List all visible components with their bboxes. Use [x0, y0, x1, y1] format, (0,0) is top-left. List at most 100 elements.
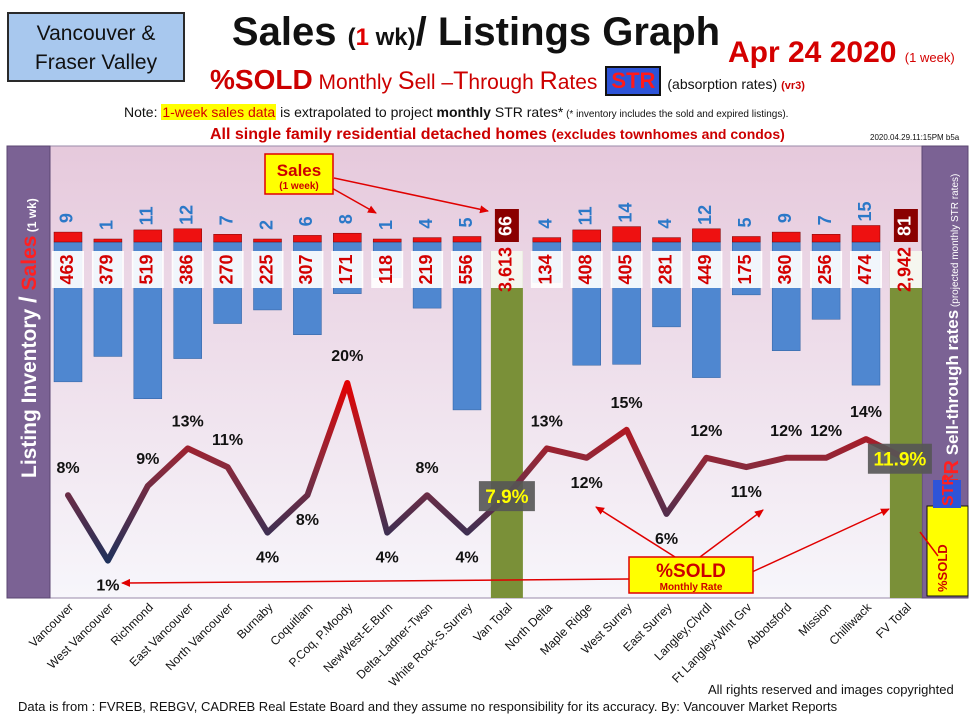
inventory-value-label: 219 — [416, 254, 436, 284]
note-small: (* inventory includes the sold and expir… — [563, 109, 789, 120]
note-mid: is extrapolated to project — [276, 104, 437, 120]
sales-bar — [173, 228, 202, 243]
sales-value-label: 2 — [256, 220, 276, 230]
x-tick-label: Ft Langley-Wlnt Grv — [669, 600, 754, 685]
region-line2: Fraser Valley — [34, 51, 158, 74]
svg-text:STR: STR — [940, 474, 957, 506]
inventory-value-label: 134 — [536, 254, 556, 284]
sales-value-label: 5 — [735, 217, 755, 227]
subtitle-monthly: Monthly — [312, 71, 398, 94]
sales-bar — [53, 231, 83, 243]
inventory-label-bg — [211, 251, 244, 288]
sales-bar — [133, 229, 163, 243]
inventory-value-label: 175 — [735, 254, 755, 284]
sales-value-label: 12 — [695, 205, 715, 225]
sales-bar — [293, 235, 322, 243]
percent-label: 1% — [96, 578, 119, 595]
total-percent-label: 7.9% — [485, 487, 528, 508]
inventory-label-bg — [91, 251, 124, 288]
inventory-value-label: 225 — [256, 254, 276, 284]
inventory-label-bg — [331, 251, 364, 288]
percent-label: 6% — [655, 531, 678, 548]
percent-label: 4% — [376, 550, 399, 567]
inventory-label-bg — [371, 251, 404, 288]
inventory-label-bg — [291, 251, 324, 288]
inventory-label-bg — [770, 251, 803, 288]
timestamp: 2020.04.29.11:15PM b5a — [870, 133, 960, 142]
str-badge: STR — [605, 66, 662, 96]
inventory-value-label: 281 — [655, 254, 675, 284]
inventory-value-label: 379 — [97, 254, 117, 284]
sold-callout: %SOLD Monthly Rate — [121, 506, 939, 594]
labels-layer: 4639379151911386122707225230761718118121… — [52, 201, 932, 595]
total-percent-label: 11.9% — [873, 450, 926, 471]
title-part-listings: / Listings Graph — [415, 10, 721, 54]
inventory-label-bg — [131, 251, 164, 288]
sales-bar — [372, 238, 402, 243]
percent-label: 12% — [690, 423, 722, 440]
sales-value-label: 9 — [57, 213, 77, 223]
sales-bar — [253, 238, 282, 243]
sales-bar — [851, 225, 881, 243]
inventory-label-bg — [690, 251, 723, 288]
inventory-value-label: 3,613 — [496, 247, 516, 292]
sales-bar — [333, 232, 362, 243]
percent-label: 14% — [850, 404, 882, 421]
sales-bar — [771, 231, 801, 243]
percent-label: 12% — [770, 423, 802, 440]
sales-callout: Sales (1 week) — [264, 153, 489, 214]
inventory-bar — [490, 251, 523, 598]
subtitle-str: %SOLD Monthly Sell –Through Rates STR (abs… — [210, 64, 805, 96]
inventory-value-label: 171 — [336, 254, 356, 284]
sales-bar — [572, 229, 601, 243]
sales-value-label: 5 — [456, 217, 476, 227]
sales-value-label: 14 — [615, 203, 635, 223]
side-sold-badge: %SOLD STR — [926, 474, 969, 597]
sales-value-label: 8 — [336, 214, 356, 224]
sales-value-label: 7 — [815, 215, 835, 225]
date-note: (1 week) — [904, 50, 955, 65]
inventory-label-bg — [251, 251, 284, 288]
inventory-value-label: 449 — [695, 254, 715, 284]
percent-label: 12% — [571, 475, 603, 492]
sales-bar — [692, 228, 721, 243]
inventory-label-bg — [171, 251, 204, 288]
inventory-value-label: 270 — [216, 254, 236, 284]
inventory-bar — [889, 251, 922, 598]
sales-value-label: 15 — [855, 201, 875, 221]
subtitle-version: (vr3) — [781, 80, 805, 92]
note-end: STR rates* — [490, 104, 564, 120]
sales-bar — [612, 226, 641, 243]
scope-line: All single family residential detached h… — [210, 126, 785, 144]
percent-label: 15% — [611, 395, 643, 412]
percent-label: 11% — [731, 484, 762, 501]
title-part-sales: Sales — [231, 10, 348, 54]
note-bold: monthly — [436, 104, 491, 120]
sales-bar — [452, 236, 482, 243]
region-box: Vancouver & Fraser Valley — [7, 12, 185, 82]
percent-label: 11% — [212, 432, 243, 449]
sold-callout-sub: Monthly Rate — [660, 582, 723, 593]
inventory-label-bg — [530, 251, 563, 288]
percent-label: 13% — [172, 413, 204, 430]
sales-callout-sub: (1 week) — [279, 181, 318, 192]
x-tick-label: Chilliwack — [827, 600, 875, 648]
title-part-wk: wk) — [368, 24, 416, 51]
inventory-label-bg — [570, 251, 603, 288]
inventory-value-label: 256 — [815, 254, 835, 284]
str-line — [65, 380, 909, 564]
sales-value-label: 1 — [376, 220, 396, 230]
sales-value-label: 4 — [536, 219, 556, 229]
inventory-value-label: 519 — [137, 254, 157, 284]
inventory-label-bg — [889, 251, 922, 288]
subtitle-ates: ates — [557, 71, 598, 94]
inventory-label-bg — [451, 251, 483, 288]
sales-value-label: 1 — [97, 220, 117, 230]
scope-main: All single family residential detached h… — [210, 126, 552, 143]
sales-value-label: 9 — [775, 213, 795, 223]
x-tick-label: FV Total — [873, 600, 914, 641]
sales-value-label: 11 — [575, 206, 595, 225]
subtitle-t: T — [453, 67, 469, 95]
